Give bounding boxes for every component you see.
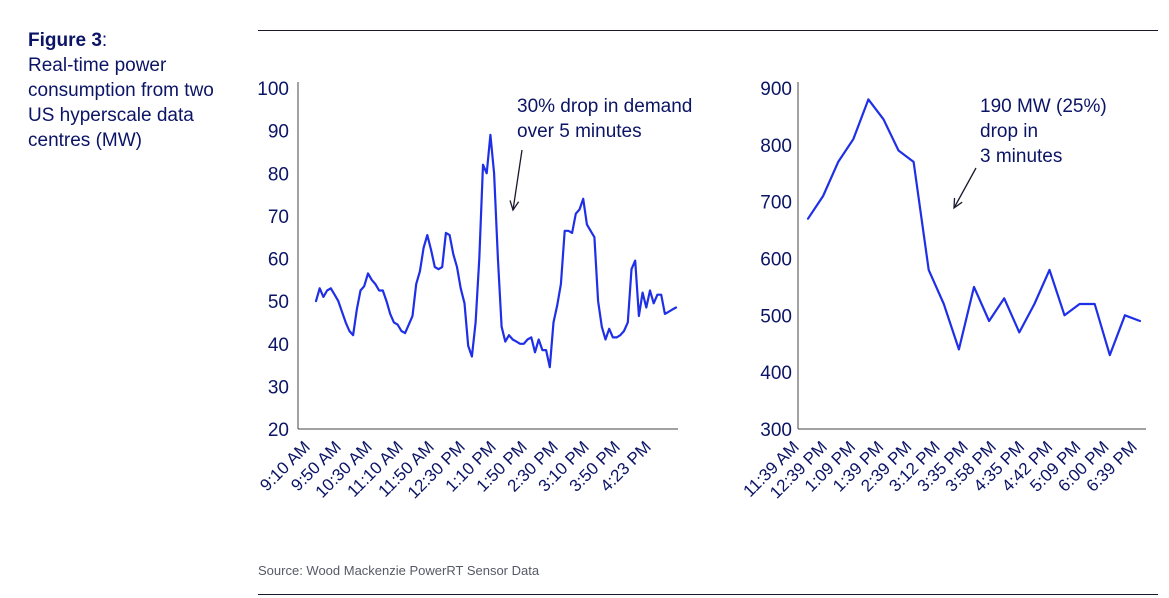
y-tick-label: 70 [268, 207, 289, 228]
series-line [314, 133, 678, 369]
annotation-text: 30% drop in demand [517, 96, 692, 117]
y-tick-label: 60 [268, 250, 289, 271]
figure-label-suffix: : [101, 30, 108, 51]
y-tick-label: 20 [268, 420, 289, 441]
y-tick-label: 900 [760, 79, 792, 100]
source-note: Source: Wood Mackenzie PowerRT Sensor Da… [258, 563, 540, 578]
figure-description: Real-time power consumption from two US … [28, 55, 214, 151]
y-tick-label: 40 [268, 335, 289, 356]
figure-caption: Figure 3: Real-time power consumption fr… [28, 28, 228, 153]
annotation-text: 3 minutes [980, 146, 1062, 167]
annotation-arrow [512, 149, 523, 211]
y-tick-label: 400 [760, 363, 792, 384]
y-tick-label: 500 [760, 306, 792, 327]
y-tick-label: 80 [268, 164, 289, 185]
y-tick-label: 700 [760, 193, 792, 214]
figure-label: Figure 3 [28, 30, 102, 51]
y-tick-label: 600 [760, 250, 792, 271]
annotation-arrowhead [509, 200, 520, 212]
annotation-text: drop in [980, 121, 1038, 142]
y-tick-label: 50 [268, 292, 289, 313]
y-tick-label: 90 [268, 122, 289, 143]
annotation-text: over 5 minutes [517, 121, 642, 142]
bottom-divider [258, 594, 1158, 595]
series-line [806, 98, 1142, 357]
annotation-arrowhead [953, 197, 963, 210]
y-tick-label: 300 [760, 420, 792, 441]
top-divider [258, 30, 1158, 31]
y-tick-label: 30 [268, 377, 289, 398]
annotation-arrow [953, 167, 977, 209]
y-tick-label: 800 [760, 136, 792, 157]
y-tick-label: 100 [257, 79, 289, 100]
annotation-text: 190 MW (25%) [980, 96, 1107, 117]
